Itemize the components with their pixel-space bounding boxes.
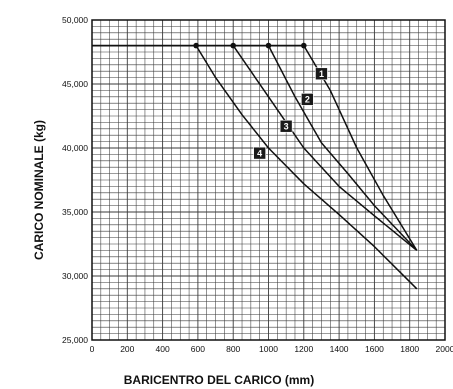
x-tick-label: 1400 — [330, 344, 349, 354]
x-tick-label: 0 — [90, 344, 95, 354]
curve-marker-2-label: 2 — [305, 95, 310, 105]
y-tick-label: 50,000 — [62, 15, 88, 25]
curve-marker-4-box — [253, 146, 266, 160]
series-2-line — [267, 45, 418, 251]
grid-major — [92, 20, 445, 340]
curve-marker-1-box — [315, 67, 328, 81]
x-tick-label: 400 — [156, 344, 170, 354]
y-tick-labels: 25,000 30,000 35,000 40,000 45,000 50,000 — [62, 15, 88, 345]
plot-frame — [91, 19, 446, 341]
x-tick-label: 2000 — [436, 344, 453, 354]
x-tick-label: 1200 — [294, 344, 313, 354]
y-tick-label: 45,000 — [62, 79, 88, 89]
x-tick-label: 1000 — [259, 344, 278, 354]
x-tick-label: 200 — [120, 344, 134, 354]
x-tick-label: 1600 — [365, 344, 384, 354]
curve-marker-1-label: 1 — [319, 69, 324, 79]
curve-marker-2-box — [301, 93, 314, 106]
series-4-start-point — [193, 42, 199, 49]
x-tick-label: 800 — [226, 344, 240, 354]
series-2-start-point — [265, 42, 272, 49]
y-tick-label: 25,000 — [62, 335, 88, 345]
x-tick-labels: 0 200 400 600 800 1000 1200 1400 1600 1800 2000 — [90, 344, 453, 354]
y-axis-title: CARICO NOMINALE (kg) — [32, 120, 46, 260]
marker-layer: 1 2 3 4 — [253, 67, 328, 160]
series-4-line — [195, 45, 418, 290]
x-tick-label: 600 — [191, 344, 205, 354]
y-tick-label: 40,000 — [62, 143, 88, 153]
x-tick-label: 1800 — [400, 344, 419, 354]
curve-marker-3-label: 3 — [284, 122, 289, 132]
series-1-start-point — [301, 42, 307, 49]
curve-marker-4-label: 4 — [257, 148, 262, 158]
series-layer — [92, 42, 418, 290]
y-tick-label: 35,000 — [62, 207, 88, 217]
series-3-start-point — [230, 42, 236, 49]
x-axis-title: BARICENTRO DEL CARICO (mm) — [124, 373, 314, 387]
series-3-line — [232, 45, 418, 251]
y-tick-label: 30,000 — [62, 271, 88, 281]
curve-marker-3-box — [279, 119, 293, 133]
